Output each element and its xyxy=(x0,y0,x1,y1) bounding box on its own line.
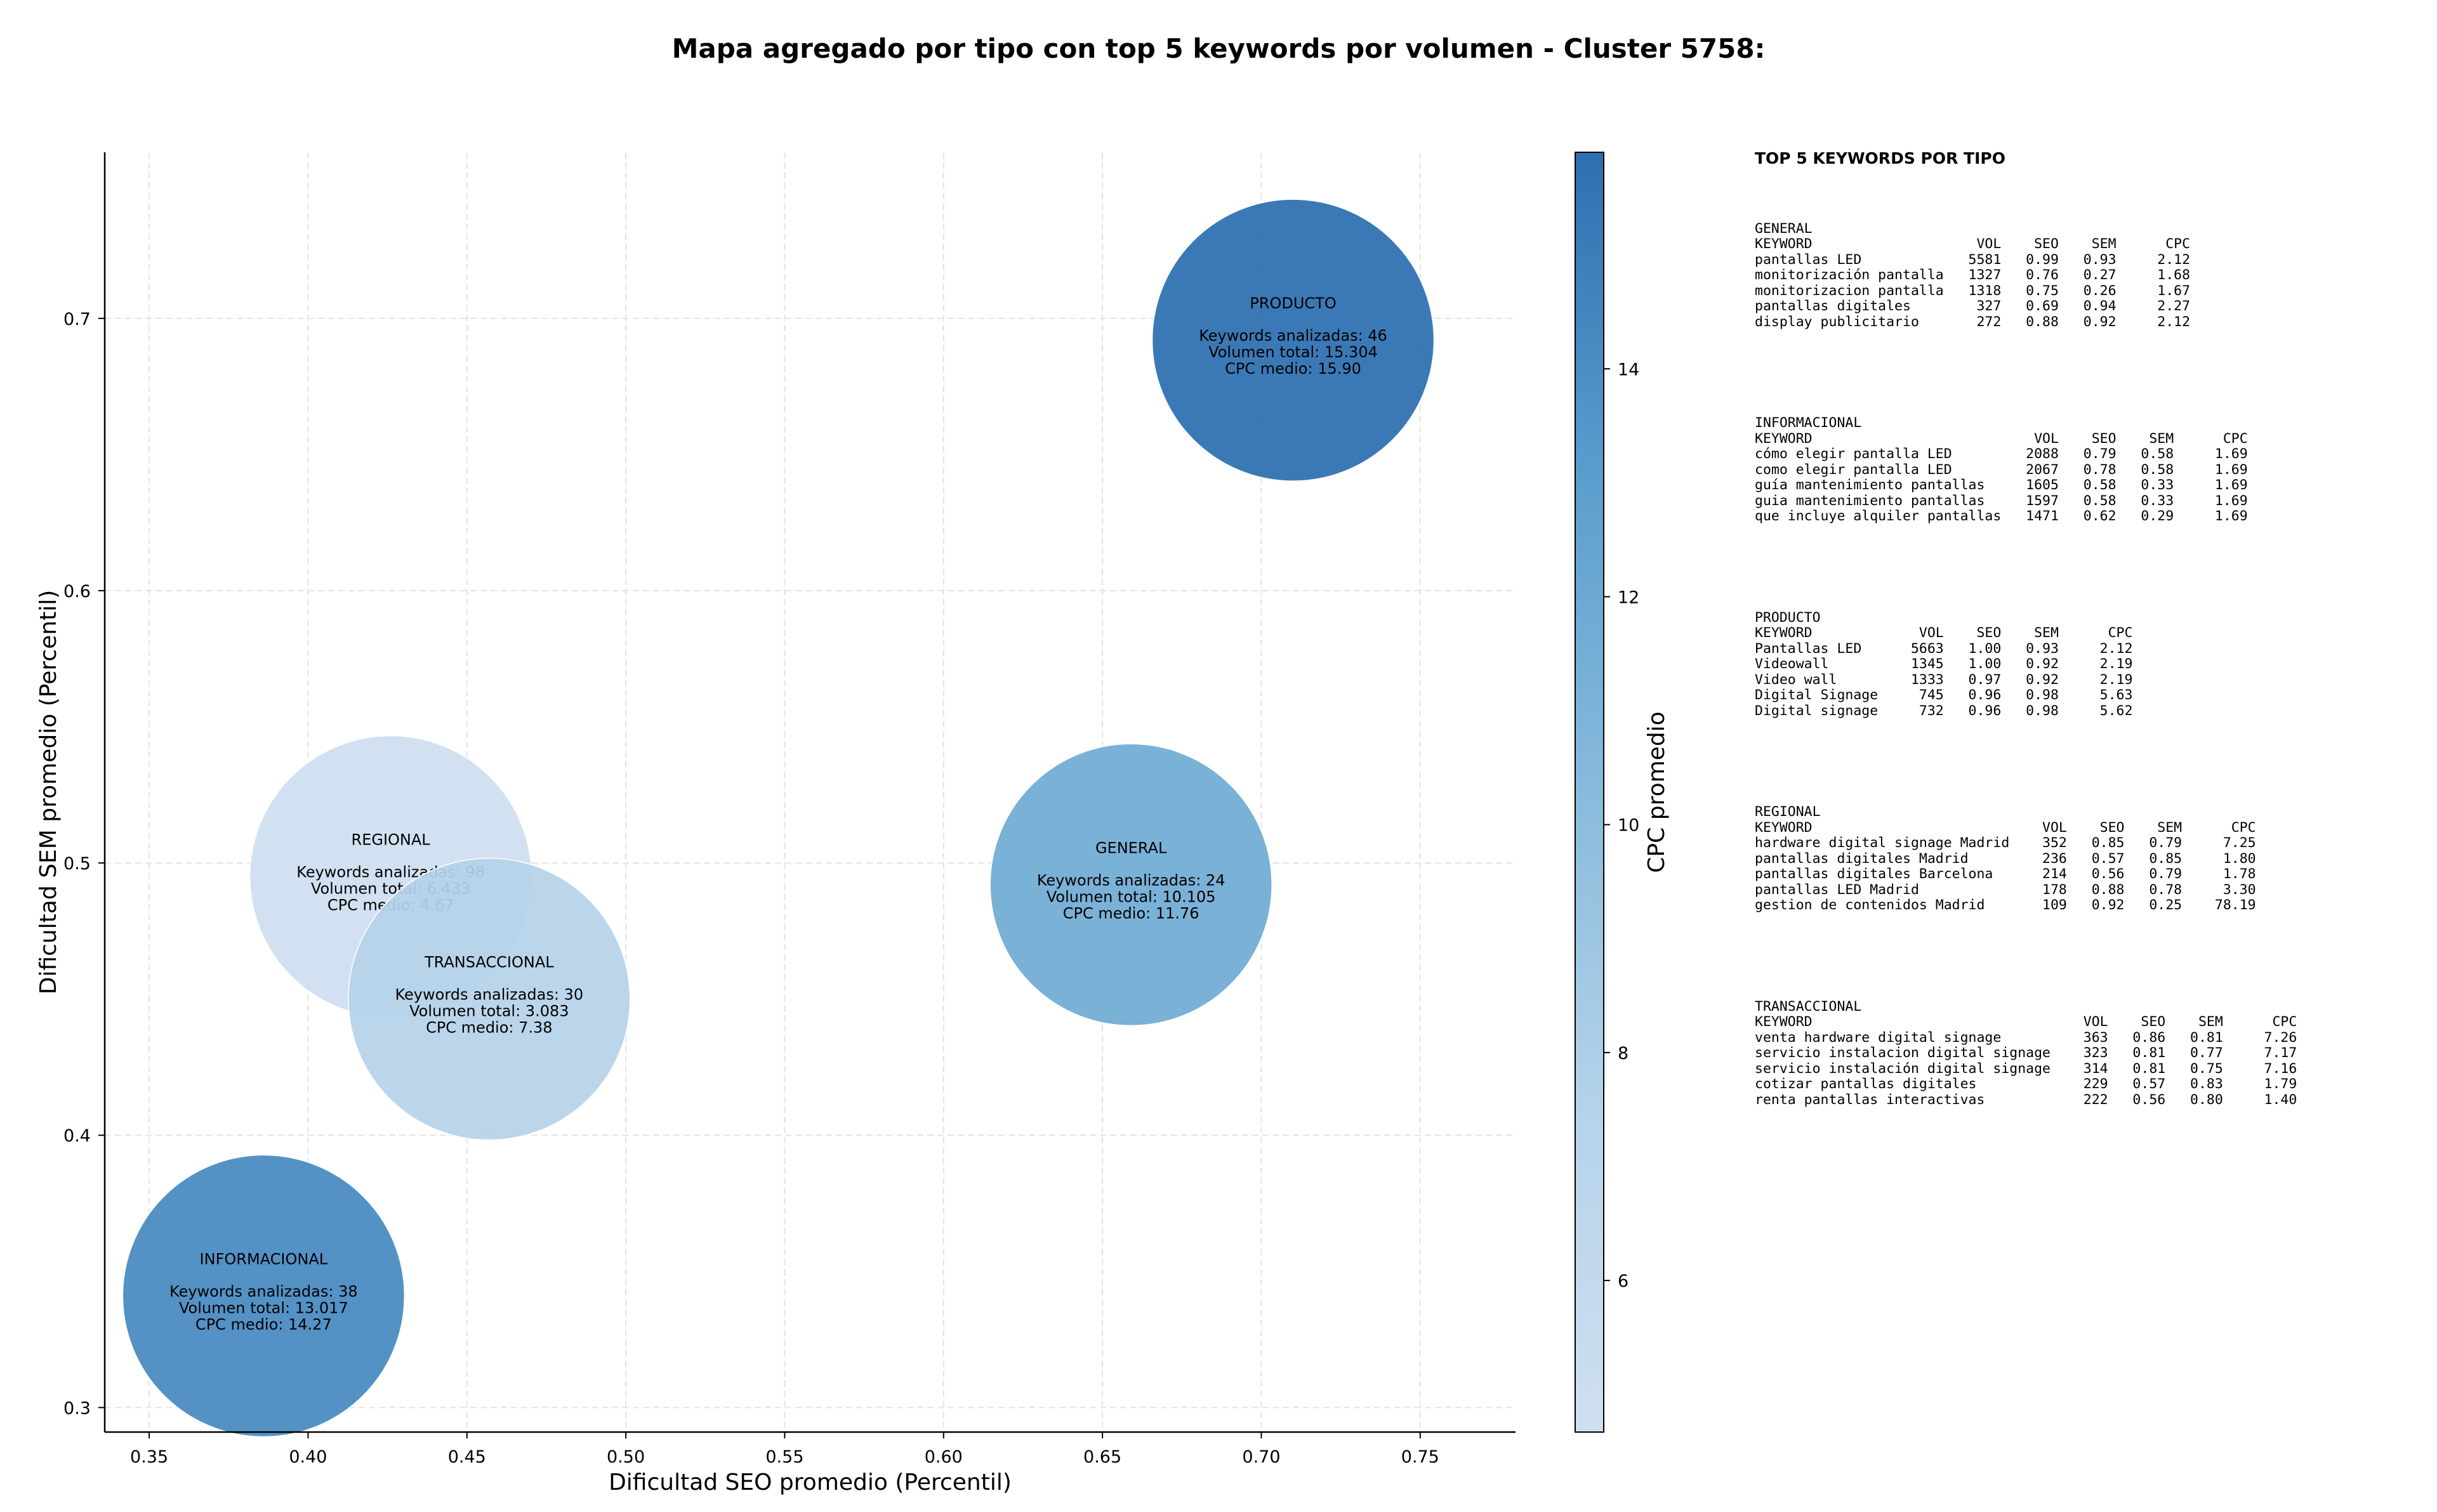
keyword-row: KEYWORD VOL SEO SEM CPC xyxy=(1755,1014,2297,1030)
x-tick-label: 0.70 xyxy=(1242,1447,1280,1467)
bubble-stat: CPC medio: 15.90 xyxy=(1225,360,1361,378)
keyword-row: pantallas LED 5581 0.99 0.93 2.12 xyxy=(1755,251,2191,268)
keyword-row: pantallas digitales Madrid 236 0.57 0.85… xyxy=(1755,850,2256,867)
keyword-row: KEYWORD VOL SEO SEM CPC xyxy=(1755,236,2191,252)
keyword-section: INFORMACIONAL KEYWORD VOL SEO SEM CPC cómo… xyxy=(1755,415,2427,525)
x-tick-label: 0.55 xyxy=(765,1447,803,1467)
section-heading: TRANSACCIONAL xyxy=(1755,998,1862,1015)
keyword-row: guia mantenimiento pantallas 1597 0.58 0… xyxy=(1755,492,2248,509)
bubble-stat: CPC medio: 7.38 xyxy=(426,1019,553,1037)
keyword-row: KEYWORD VOL SEO SEM CPC xyxy=(1755,819,2256,836)
y-tick-label: 0.7 xyxy=(63,310,91,329)
x-tick-label: 0.75 xyxy=(1401,1447,1439,1467)
keyword-row: venta hardware digital signage 363 0.86 … xyxy=(1755,1029,2297,1046)
keyword-row: Digital signage 732 0.96 0.98 5.62 xyxy=(1755,702,2133,719)
bubble-stat: Keywords analizadas: 24 xyxy=(1037,871,1225,889)
keyword-row: servicio instalacion digital signage 323… xyxy=(1755,1045,2297,1061)
x-axis-label: Dificultad SEO promedio (Percentil) xyxy=(609,1469,1012,1496)
colorbar-tick-label: 8 xyxy=(1618,1044,1628,1063)
keyword-row: hardware digital signage Madrid 352 0.85… xyxy=(1755,835,2256,851)
bubble-label: PRODUCTO xyxy=(1250,294,1336,312)
keyword-row: Video wall 1333 0.97 0.92 2.19 xyxy=(1755,671,2133,688)
keyword-row: gestion de contenidos Madrid 109 0.92 0.… xyxy=(1755,897,2256,913)
y-tick-label: 0.4 xyxy=(63,1126,91,1146)
keyword-section: REGIONAL KEYWORD VOL SEO SEM CPC hardware … xyxy=(1755,804,2427,914)
section-heading: PRODUCTO xyxy=(1755,609,1821,626)
top-keywords-title: TOP 5 KEYWORDS POR TIPO xyxy=(1755,149,2005,168)
keyword-row: Videowall 1345 1.00 0.92 2.19 xyxy=(1755,656,2133,672)
keyword-row: guía mantenimiento pantallas 1605 0.58 0… xyxy=(1755,477,2248,493)
bubble-label: GENERAL xyxy=(1095,839,1167,857)
y-tick-label: 0.6 xyxy=(63,582,91,602)
bubble-stat: Volumen total: 3.083 xyxy=(409,1003,569,1020)
bubble xyxy=(1151,199,1435,482)
bubble xyxy=(989,743,1272,1027)
bubble-group: INFORMACIONAL Keywords analizadas: 38Volu… xyxy=(122,1154,406,1438)
x-tick-label: 0.35 xyxy=(130,1447,168,1467)
keyword-row: renta pantallas interactivas 222 0.56 0.… xyxy=(1755,1091,2297,1108)
keyword-section: PRODUCTO KEYWORD VOL SEO SEM CPC Pantallas… xyxy=(1755,610,2427,720)
bubble-stat: Keywords analizadas: 46 xyxy=(1199,327,1387,345)
keyword-row: como elegir pantalla LED 2067 0.78 0.58 … xyxy=(1755,461,2248,478)
x-tick-label: 0.45 xyxy=(448,1447,486,1467)
bubble-label: REGIONAL xyxy=(352,831,431,849)
keyword-section: TRANSACCIONAL KEYWORD VOL SEO SEM CPC vent… xyxy=(1755,999,2427,1108)
keyword-row: cómo elegir pantalla LED 2088 0.79 0.58 … xyxy=(1755,446,2248,462)
bubble-stat: CPC medio: 11.76 xyxy=(1063,904,1199,922)
keyword-row: KEYWORD VOL SEO SEM CPC xyxy=(1755,430,2248,447)
keyword-row: monitorización pantalla 1327 0.76 0.27 1… xyxy=(1755,267,2191,283)
top-keywords-panel: TOP 5 KEYWORDS POR TIPO GENERAL KEYWORD V… xyxy=(1755,149,2427,1193)
keyword-row: Digital Signage 745 0.96 0.98 5.63 xyxy=(1755,687,2133,703)
section-heading: INFORMACIONAL xyxy=(1755,415,1862,431)
colorbar-tick-label: 14 xyxy=(1618,360,1639,379)
keyword-row: display publicitario 272 0.88 0.92 2.12 xyxy=(1755,313,2191,330)
colorbar-tick-label: 6 xyxy=(1618,1272,1628,1291)
keyword-row: Pantallas LED 5663 1.00 0.93 2.12 xyxy=(1755,640,2133,657)
keyword-row: pantallas digitales 327 0.69 0.94 2.27 xyxy=(1755,298,2191,314)
bubble-label: TRANSACCIONAL xyxy=(424,954,554,971)
y-tick-label: 0.3 xyxy=(63,1398,91,1418)
bubble-stat: Volumen total: 13.017 xyxy=(179,1299,348,1317)
keyword-row: pantallas LED Madrid 178 0.88 0.78 3.30 xyxy=(1755,881,2256,898)
keyword-row: KEYWORD VOL SEO SEM CPC xyxy=(1755,625,2133,641)
bubble-group: TRANSACCIONAL Keywords analizadas: 30Volu… xyxy=(348,857,631,1141)
section-heading: GENERAL xyxy=(1755,220,1813,237)
y-axis-label: Dificultad SEM promedio (Percentil) xyxy=(36,590,62,995)
colorbar-tick-label: 12 xyxy=(1618,588,1639,607)
colorbar-label: CPC promedio xyxy=(1644,711,1670,872)
chart-title: Mapa agregado por tipo con top 5 keyword… xyxy=(671,33,1766,64)
bubble xyxy=(122,1154,406,1438)
y-tick-label: 0.5 xyxy=(63,854,91,874)
bubble xyxy=(348,857,631,1141)
bubble-stat: Keywords analizadas: 38 xyxy=(169,1282,358,1300)
section-heading: REGIONAL xyxy=(1755,804,1821,820)
bubble-stat: Keywords analizadas: 30 xyxy=(395,986,584,1004)
bubble-label: INFORMACIONAL xyxy=(200,1250,328,1268)
x-tick-label: 0.60 xyxy=(925,1447,963,1467)
keyword-section: GENERAL KEYWORD VOL SEO SEM CPC pantallas … xyxy=(1755,221,2427,331)
bubble-stat: Volumen total: 10.105 xyxy=(1047,888,1216,905)
colorbar-gradient xyxy=(1575,152,1604,1433)
keyword-row: monitorizacion pantalla 1318 0.75 0.26 1… xyxy=(1755,282,2191,299)
x-tick-label: 0.40 xyxy=(289,1447,327,1467)
bubble-stat: CPC medio: 14.27 xyxy=(195,1315,332,1333)
keyword-row: pantallas digitales Barcelona 214 0.56 0… xyxy=(1755,866,2256,882)
x-tick-label: 0.50 xyxy=(607,1447,645,1467)
keyword-sections: GENERAL KEYWORD VOL SEO SEM CPC pantallas … xyxy=(1755,221,2427,1108)
bubble-stat: Volumen total: 15.304 xyxy=(1208,343,1378,361)
x-tick-label: 0.65 xyxy=(1083,1447,1121,1467)
colorbar-tick-label: 10 xyxy=(1618,816,1639,836)
keyword-row: cotizar pantallas digitales 229 0.57 0.8… xyxy=(1755,1076,2297,1092)
keyword-row: servicio instalación digital signage 314… xyxy=(1755,1060,2297,1077)
axes: 0.35 0.40 0.45 0.50 0.55 0.60 0.65 0.70 0.75 0.3 0… xyxy=(36,152,1516,1496)
keyword-row: que incluye alquiler pantallas 1471 0.62… xyxy=(1755,508,2248,524)
colorbar: 6 8 10 12 14 CPC promedio xyxy=(1575,152,1670,1433)
